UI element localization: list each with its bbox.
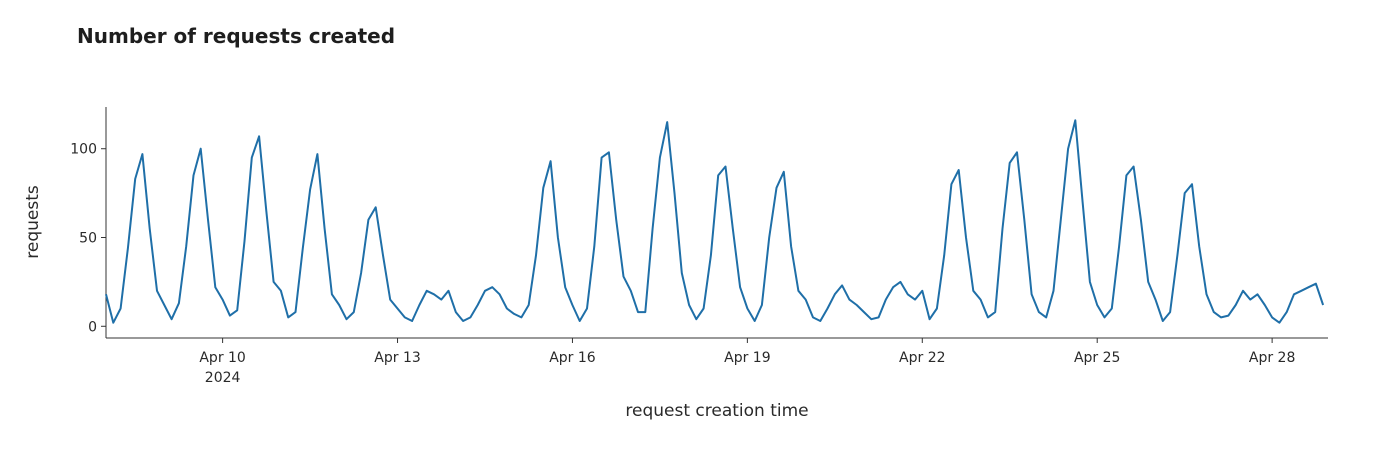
y-axis-title: requests	[23, 185, 43, 259]
x-tick-label: Apr 22	[899, 350, 945, 366]
y-tick-label: 100	[70, 142, 97, 158]
data-line	[105, 119, 1325, 324]
x-tick-label: Apr 28	[1249, 350, 1295, 366]
chart-title: Number of requests created	[77, 24, 395, 48]
x-tick-label: Apr 16	[549, 350, 596, 366]
x-axis-title: request creation time	[625, 401, 808, 421]
y-tick-label: 50	[79, 231, 97, 247]
x-tick-label: Apr 19	[724, 350, 770, 366]
x-tick-label: Apr 13	[374, 350, 420, 366]
x-tick-sublabel: 2024	[205, 370, 241, 386]
x-tick-label: Apr 25	[1074, 350, 1120, 366]
y-tick-label: 0	[88, 319, 97, 335]
x-tick-label: Apr 10	[199, 350, 245, 366]
